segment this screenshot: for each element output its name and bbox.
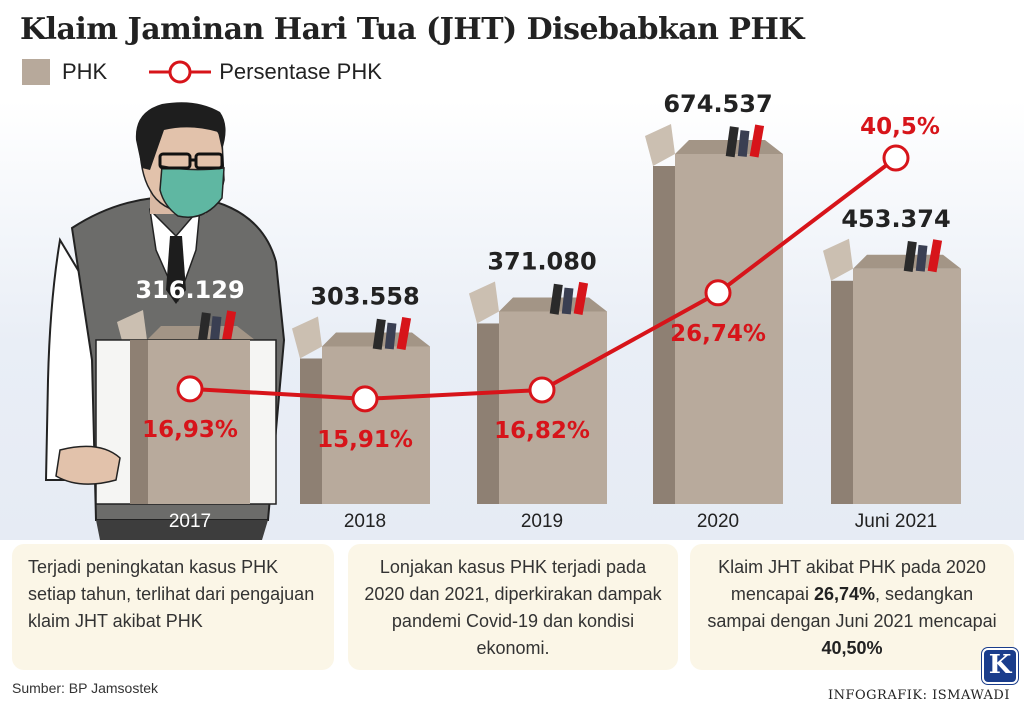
folder-icon (549, 283, 563, 315)
percentage-point (351, 385, 379, 413)
percentage-point (882, 144, 910, 172)
bar-front (853, 268, 961, 504)
hand-illustration (55, 445, 121, 485)
percentage-line-layer (176, 144, 910, 413)
legend-line-label: Persentase PHK (219, 59, 382, 84)
labels-layer: 316.129 2017 303.558 2018 371.080 2019 674.537… (135, 90, 950, 532)
bar-flap-left (292, 316, 322, 359)
legend-bar-label: PHK (62, 59, 108, 84)
x-tick-label: Juni 2021 (855, 511, 937, 532)
bar-value-label: 371.080 (487, 247, 596, 275)
info-box-2: Lonjakan kasus PHK terjadi pada 2020 dan… (348, 544, 678, 670)
folder-icon (573, 281, 589, 315)
info-box-3: Klaim JHT akibat PHK pada 2020 mencapai … (690, 544, 1014, 670)
bar-side (653, 166, 675, 504)
info-box-1: Terjadi peningkatan kasus PHK setiap tah… (12, 544, 334, 670)
folder-icon (725, 126, 739, 158)
folder-icon (197, 312, 211, 344)
folder-icon (903, 241, 917, 272)
percentage-label: 26,74% (670, 321, 766, 347)
legend-bar-swatch (22, 59, 50, 85)
bar-2019 (469, 281, 607, 504)
bar-side (130, 339, 148, 504)
bar-2020 (645, 124, 783, 504)
folder-icon (384, 322, 397, 350)
percentage-label: 15,91% (317, 427, 413, 453)
x-tick-label: 2019 (521, 511, 563, 532)
bar-2018 (292, 316, 430, 504)
info-box-2-text: Lonjakan kasus PHK terjadi pada 2020 dan… (364, 557, 662, 658)
info-box-3-text-b: , sedangkan sampai dengan Juni 2021 menc… (707, 584, 997, 631)
x-tick-label: 2018 (344, 511, 386, 532)
percentage-point (528, 376, 556, 404)
bar-front (322, 346, 430, 504)
bar-flap-left (469, 281, 499, 324)
x-tick-label: 2020 (697, 511, 739, 532)
percentage-point (176, 375, 204, 403)
folder-icon (221, 310, 237, 344)
bar-side (477, 323, 499, 504)
folder-icon (915, 244, 928, 272)
info-box-3-text-a: Klaim JHT akibat PHK pada 2020 mencapai (718, 557, 986, 604)
folder-icon (396, 316, 412, 351)
bar-value-label: 674.537 (663, 90, 772, 118)
percentage-point (704, 279, 732, 307)
infographic-credit: INFOGRAFIK: ISMAWADI (827, 688, 1010, 703)
info-box-1-text: Terjadi peningkatan kasus PHK setiap tah… (28, 557, 315, 631)
folder-icon (927, 239, 943, 273)
info-box-3-value-2021: 40,50% (821, 638, 883, 658)
bar-front (130, 339, 250, 504)
folder-icon (561, 287, 574, 315)
bar-side (831, 280, 853, 504)
bar-flap-left (823, 238, 853, 281)
bar-front (675, 154, 783, 504)
bar-value-label: 453.374 (841, 205, 950, 233)
folder-icon (749, 124, 765, 158)
bar-value-label: 316.129 (135, 276, 244, 304)
folder-icon (737, 130, 750, 157)
bar-value-label: 303.558 (310, 282, 419, 310)
percentage-label: 16,93% (142, 417, 238, 443)
bar-flap-left (645, 124, 675, 166)
chart-title: Klaim Jaminan Hari Tua (JHT) Disebabkan … (20, 12, 804, 47)
kompas-logo-icon: K (982, 648, 1018, 684)
folder-icon (372, 318, 386, 350)
x-tick-label: 2017 (169, 511, 211, 532)
percentage-label: 40,5% (860, 114, 940, 140)
bar-juni-2021 (823, 238, 961, 504)
bar-front (499, 311, 607, 504)
chart-plot-area: 316.129 2017 303.558 2018 371.080 2019 674.537… (44, 90, 961, 540)
percentage-label: 16,82% (494, 418, 590, 444)
legend-line-marker-icon (149, 60, 212, 84)
bar-2017 (55, 309, 277, 505)
info-box-3-value-2020: 26,74% (813, 584, 876, 604)
folder-icon (209, 316, 222, 343)
bars-layer (55, 124, 961, 505)
legend: PHK Persentase PHK (22, 58, 382, 86)
source-note: Sumber: BP Jamsostek (12, 680, 159, 696)
